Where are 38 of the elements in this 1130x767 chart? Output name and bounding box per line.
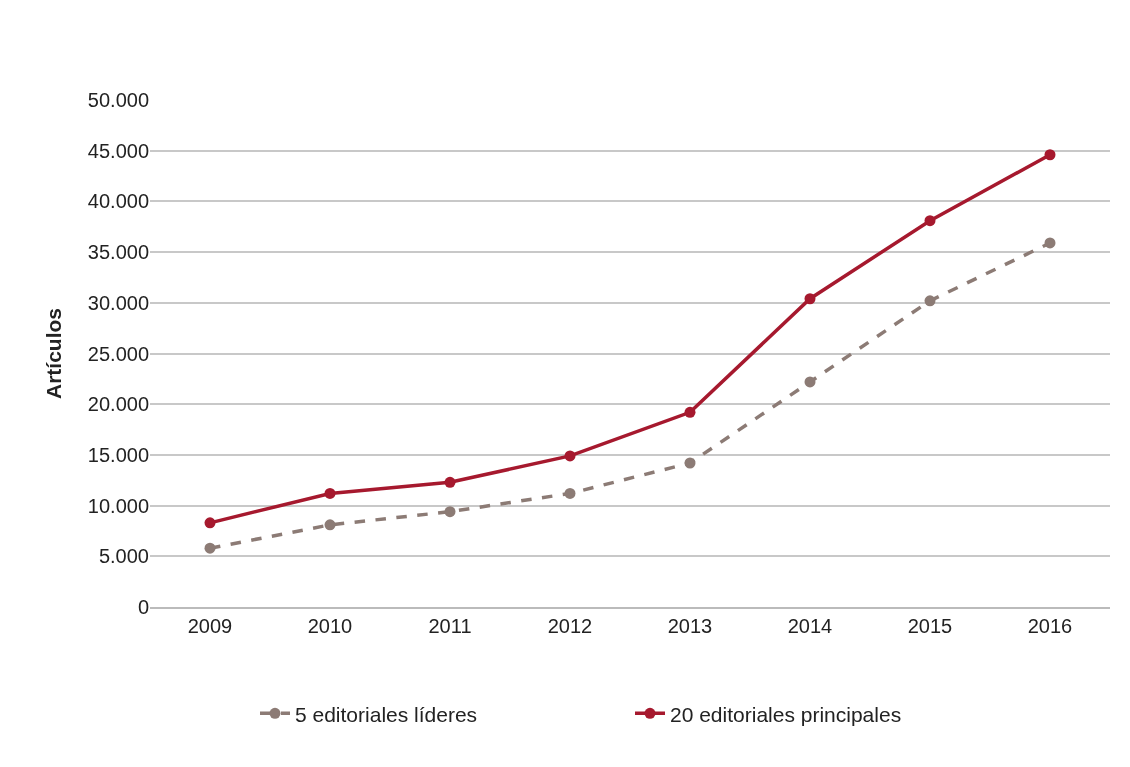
x-tick-label: 2009 [187,615,233,637]
y-tick-label: 35.000 [87,241,149,264]
y-axis-title: Artículos [41,307,65,400]
y-tick-label: 5.000 [98,545,149,568]
point [324,519,336,531]
x-tick-label: 2015 [907,615,953,637]
x-tick-label: 2010 [307,615,353,637]
y-tick-label: 10.000 [87,494,149,517]
point [564,487,576,499]
point [924,215,936,227]
x-tick-label: 2012 [547,615,593,637]
y-tick-label: 30.000 [87,291,149,314]
point [324,487,336,499]
point [1044,149,1056,161]
x-tick-label: 2013 [667,615,713,637]
y-tick-label: 50.000 [87,89,149,111]
point [444,476,456,488]
point [204,517,216,529]
point [204,542,216,554]
point [804,293,816,305]
y-tick-label: 20.000 [87,393,149,416]
point [564,450,576,462]
x-tick-label: 2014 [787,615,833,637]
y-tick-label: 40.000 [87,190,149,213]
legend-label: 20 editoriales principales [670,702,902,726]
point [684,457,696,469]
y-tick-label: 25.000 [87,342,149,365]
point [444,506,456,518]
point [804,376,816,388]
x-tick-label: 2011 [428,615,472,637]
y-tick-label: 15.000 [87,443,149,466]
legend-label: 5 editoriales líderes [295,702,478,726]
point [1044,237,1056,249]
x-tick-label: 2016 [1027,615,1073,637]
point [684,406,696,418]
y-tick-label: 0 [137,596,149,618]
point [924,295,936,307]
y-tick-label: 45.000 [87,139,149,162]
